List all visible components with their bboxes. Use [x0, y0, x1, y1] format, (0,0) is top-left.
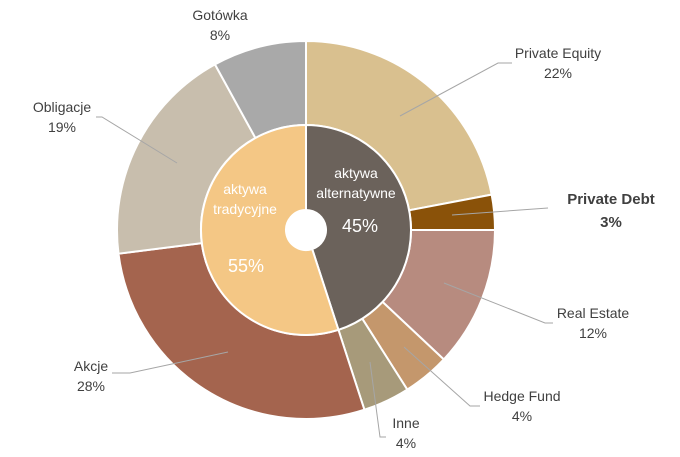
label-hedge-fund: Hedge Fund	[483, 388, 560, 404]
label-private-equity: Private Equity	[515, 45, 601, 61]
leader-line-akcje	[112, 351, 229, 374]
label-private-debt: Private Debt	[567, 191, 655, 208]
leader-line-hedge-fund	[403, 346, 480, 407]
pct-label-inne: 4%	[396, 435, 416, 451]
label-obligacje: Obligacje	[33, 99, 92, 115]
leader-line-private-debt	[451, 207, 549, 216]
inner-label-line1: aktywa	[223, 181, 267, 197]
label-inne: Inne	[392, 415, 419, 431]
pct-label-real-estate: 12%	[579, 325, 607, 341]
pct-label-gotowka: 8%	[210, 27, 230, 43]
label-akcje: Akcje	[74, 358, 108, 374]
leader-line-inne	[369, 361, 386, 438]
inner-slice-aktywa-tradycyjne	[200, 123, 340, 336]
label-gotowka: Gotówka	[192, 7, 247, 23]
pct-label-hedge-fund: 4%	[512, 408, 532, 424]
pct-label-akcje: 28%	[77, 378, 105, 394]
leader-line-real-estate	[443, 282, 553, 324]
inner-slice-aktywa-alternatywne	[305, 123, 412, 332]
pct-label-obligacje: 19%	[48, 119, 76, 135]
leader-line-private-equity	[399, 62, 512, 117]
inner-pct-label: 55%	[228, 256, 264, 276]
inner-label-line1: aktywa	[334, 165, 378, 181]
inner-label-line2: alternatywne	[316, 185, 396, 201]
pct-label-private-equity: 22%	[544, 65, 572, 81]
inner-label-line2: tradycyjne	[213, 201, 277, 217]
pct-label-private-debt: 3%	[600, 214, 622, 231]
inner-pct-label: 45%	[342, 216, 378, 236]
label-real-estate: Real Estate	[557, 305, 630, 321]
leader-line-obligacje	[96, 116, 178, 164]
